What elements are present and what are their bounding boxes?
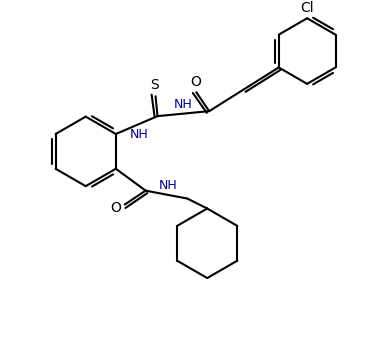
Text: NH: NH [174, 98, 193, 111]
Text: O: O [110, 201, 121, 215]
Text: NH: NH [129, 127, 148, 140]
Text: NH: NH [159, 179, 178, 192]
Text: S: S [150, 78, 159, 92]
Text: Cl: Cl [300, 1, 314, 15]
Text: O: O [190, 75, 201, 89]
